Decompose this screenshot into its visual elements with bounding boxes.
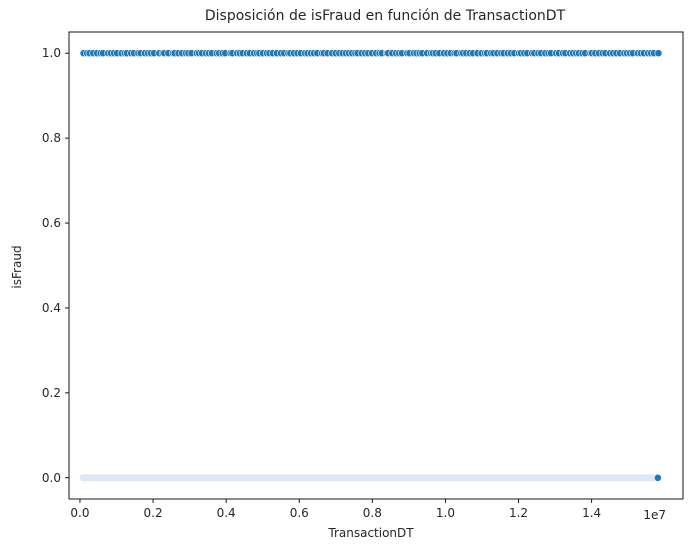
series-0-point xyxy=(653,473,662,482)
plot-area xyxy=(68,31,684,500)
y-tick-label: 0.0 xyxy=(42,471,61,485)
x-tick-label: 1.4 xyxy=(582,506,601,520)
x-axis-label: TransactionDT xyxy=(327,526,414,540)
x-tick-label: 0.0 xyxy=(70,506,89,520)
x-axis: 0.0 0.2 0.4 0.6 0.8 1.0 1.2 1.4 xyxy=(70,499,601,520)
plot-frame xyxy=(68,31,684,500)
x-axis-offset-label: 1e7 xyxy=(643,508,666,522)
y-tick-label: 1.0 xyxy=(42,46,61,60)
chart-title: Disposición de isFraud en función de Tra… xyxy=(205,8,566,24)
x-tick-label: 0.2 xyxy=(144,506,163,520)
y-tick-label: 0.6 xyxy=(42,216,61,230)
x-tick-label: 0.4 xyxy=(217,506,236,520)
y-axis-label: isFraud xyxy=(10,245,24,288)
y-tick-label: 0.8 xyxy=(42,131,61,145)
series-1-point xyxy=(654,49,663,58)
x-tick-label: 0.6 xyxy=(290,506,309,520)
y-tick-label: 0.4 xyxy=(42,301,61,315)
x-tick-label: 1.0 xyxy=(436,506,455,520)
series-1-points xyxy=(79,49,663,58)
y-axis: 0.0 0.2 0.4 0.6 0.8 1.0 xyxy=(42,46,69,485)
x-tick-label: 0.8 xyxy=(363,506,382,520)
x-tick-label: 1.2 xyxy=(509,506,528,520)
y-tick-label: 0.2 xyxy=(42,386,61,400)
